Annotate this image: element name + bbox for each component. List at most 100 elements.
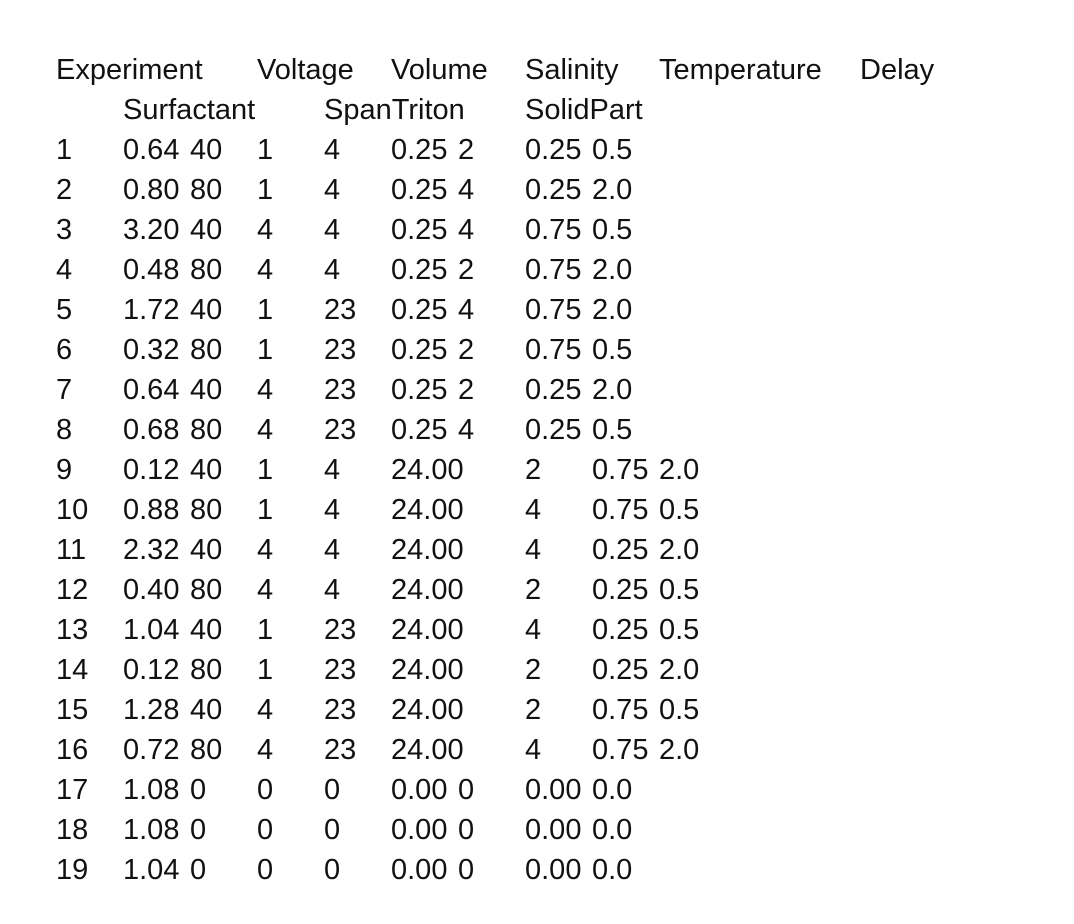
table-cell: 1	[257, 134, 274, 166]
table-cell: 40	[190, 374, 223, 406]
text-line: 18 1.08 0 0 0 0.00 0 0.00 0.0	[56, 810, 1056, 850]
table-cell: 9	[56, 454, 73, 486]
header-cell: Delay	[860, 54, 935, 86]
text-line: 10 0.88 80 1 4 24.00 4 0.75 0.5	[56, 490, 1056, 530]
table-cell: 4	[458, 294, 475, 326]
text-line: 17 1.08 0 0 0 0.00 0 0.00 0.0	[56, 770, 1056, 810]
table-cell: 0.25	[391, 294, 448, 326]
table-cell: 0.75	[592, 494, 649, 526]
table-cell: 13	[56, 614, 89, 646]
table-cell: 0.5	[659, 694, 700, 726]
text-line: Surfactant SpanTriton SolidPart	[56, 90, 1056, 130]
text-line: 12 0.40 80 4 4 24.00 2 0.25 0.5	[56, 570, 1056, 610]
table-cell: 0.0	[592, 774, 633, 806]
table-cell: 0.72	[123, 734, 180, 766]
table-cell: 24.00	[391, 574, 464, 606]
table-cell: 16	[56, 734, 89, 766]
text-line: 14 0.12 80 1 23 24.00 2 0.25 2.0	[56, 650, 1056, 690]
table-cell: 23	[324, 734, 357, 766]
table-cell: 2	[458, 374, 475, 406]
table-cell: 0.25	[391, 214, 448, 246]
table-cell: 19	[56, 854, 89, 886]
table-cell: 4	[324, 134, 341, 166]
table-cell: 0.25	[525, 414, 582, 446]
table-cell: 4	[257, 694, 274, 726]
table-cell: 0.68	[123, 414, 180, 446]
table-cell: 0.00	[525, 854, 582, 886]
table-cell: 4	[257, 214, 274, 246]
table-cell: 0.0	[592, 854, 633, 886]
table-cell: 0.64	[123, 374, 180, 406]
table-cell: 7	[56, 374, 73, 406]
table-cell: 0.75	[592, 734, 649, 766]
table-cell: 40	[190, 694, 223, 726]
table-cell: 4	[56, 254, 73, 286]
text-line: 5 1.72 40 1 23 0.25 4 0.75 2.0	[56, 290, 1056, 330]
table-cell: 1	[257, 294, 274, 326]
table-cell: 0	[257, 774, 274, 806]
table-cell: 80	[190, 174, 223, 206]
table-cell: 2.0	[659, 654, 700, 686]
text-line: 8 0.68 80 4 23 0.25 4 0.25 0.5	[56, 410, 1056, 450]
table-cell: 2	[525, 694, 542, 726]
table-cell: 0.75	[592, 454, 649, 486]
table-cell: 0.32	[123, 334, 180, 366]
table-cell: 80	[190, 574, 223, 606]
table-cell: 80	[190, 414, 223, 446]
table-cell: 1.08	[123, 774, 180, 806]
table-cell: 0.25	[391, 254, 448, 286]
table-cell: 0.25	[592, 654, 649, 686]
table-cell: 4	[324, 534, 341, 566]
table-cell: 0.64	[123, 134, 180, 166]
header-cell: Volume	[391, 54, 488, 86]
table-cell: 0.80	[123, 174, 180, 206]
table-cell: 4	[525, 614, 542, 646]
table-cell: 0.48	[123, 254, 180, 286]
table-cell: 4	[257, 534, 274, 566]
table-cell: 4	[324, 254, 341, 286]
table-cell: 0	[458, 854, 475, 886]
table-cell: 0.75	[525, 254, 582, 286]
table-cell: 0.75	[525, 334, 582, 366]
table-cell: 23	[324, 294, 357, 326]
header-cell: Surfactant	[123, 94, 256, 126]
table-cell: 1	[257, 454, 274, 486]
table-cell: 24.00	[391, 734, 464, 766]
text-line: 19 1.04 0 0 0 0.00 0 0.00 0.0	[56, 850, 1056, 890]
text-line: 9 0.12 40 1 4 24.00 2 0.75 2.0	[56, 450, 1056, 490]
table-cell: 0.25	[525, 134, 582, 166]
header-cell: Voltage	[257, 54, 354, 86]
table-cell: 0.75	[592, 694, 649, 726]
text-line: 1 0.64 40 1 4 0.25 2 0.25 0.5	[56, 130, 1056, 170]
table-cell: 4	[324, 454, 341, 486]
table-cell: 40	[190, 294, 223, 326]
table-cell: 0	[190, 814, 207, 846]
table-cell: 0	[458, 774, 475, 806]
table-cell: 4	[257, 574, 274, 606]
table-cell: 23	[324, 614, 357, 646]
table-cell: 0.00	[525, 774, 582, 806]
table-cell: 0.5	[659, 614, 700, 646]
table-cell: 2.0	[659, 454, 700, 486]
table-cell: 15	[56, 694, 89, 726]
table-cell: 0.5	[592, 134, 633, 166]
table-cell: 0.5	[659, 494, 700, 526]
text-line: 7 0.64 40 4 23 0.25 2 0.25 2.0	[56, 370, 1056, 410]
table-cell: 80	[190, 494, 223, 526]
table-cell: 12	[56, 574, 89, 606]
table-cell: 24.00	[391, 654, 464, 686]
table-cell: 24.00	[391, 614, 464, 646]
table-cell: 4	[324, 494, 341, 526]
table-cell: 0.12	[123, 454, 180, 486]
table-cell: 2.0	[592, 374, 633, 406]
table-cell: 4	[324, 574, 341, 606]
table-cell: 0.25	[592, 574, 649, 606]
table-cell: 0.25	[391, 414, 448, 446]
table-cell: 80	[190, 334, 223, 366]
table-cell: 18	[56, 814, 89, 846]
table-cell: 2.32	[123, 534, 180, 566]
table-cell: 4	[257, 374, 274, 406]
table-cell: 2	[56, 174, 73, 206]
text-line: 2 0.80 80 1 4 0.25 4 0.25 2.0	[56, 170, 1056, 210]
table-cell: 2.0	[659, 734, 700, 766]
